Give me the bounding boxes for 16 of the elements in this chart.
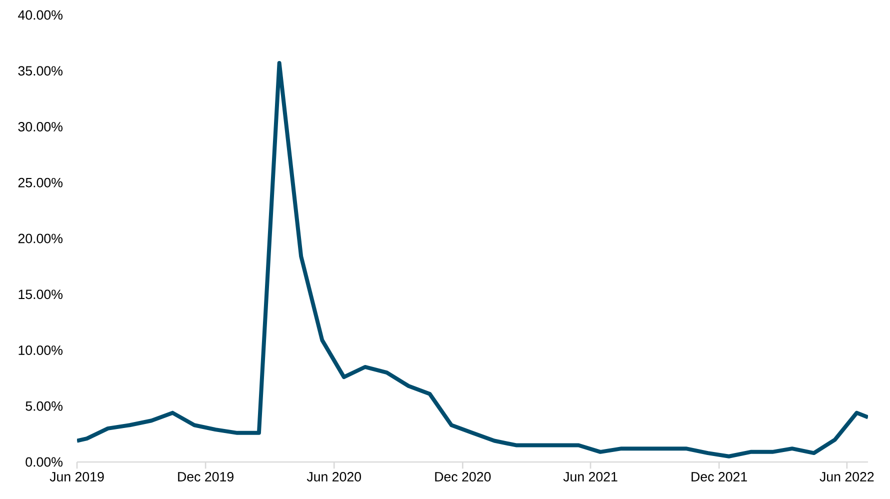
- y-tick-label: 25.00%: [18, 178, 62, 188]
- y-tick-label: 10.00%: [18, 346, 62, 355]
- y-tick-label: 35.00%: [18, 66, 62, 76]
- x-tick-label: Jun 2019: [50, 472, 104, 482]
- y-tick-label: 40.00%: [18, 10, 62, 20]
- x-tick-label: Jun 2021: [563, 472, 618, 482]
- x-tick-label: Dec 2021: [692, 472, 747, 482]
- y-tick-label: 30.00%: [18, 122, 62, 132]
- y-tick-label: 20.00%: [18, 234, 62, 244]
- x-tick-label: Jun 2020: [306, 472, 362, 482]
- x-tick-label: Jun 2022: [820, 472, 874, 482]
- y-tick-label: 15.00%: [18, 290, 62, 300]
- x-tick-label: Dec 2020: [435, 472, 491, 482]
- y-tick-label: 0.00%: [26, 457, 62, 467]
- y-tick-label: 5.00%: [26, 401, 62, 411]
- x-tick-label: Dec 2019: [178, 472, 234, 482]
